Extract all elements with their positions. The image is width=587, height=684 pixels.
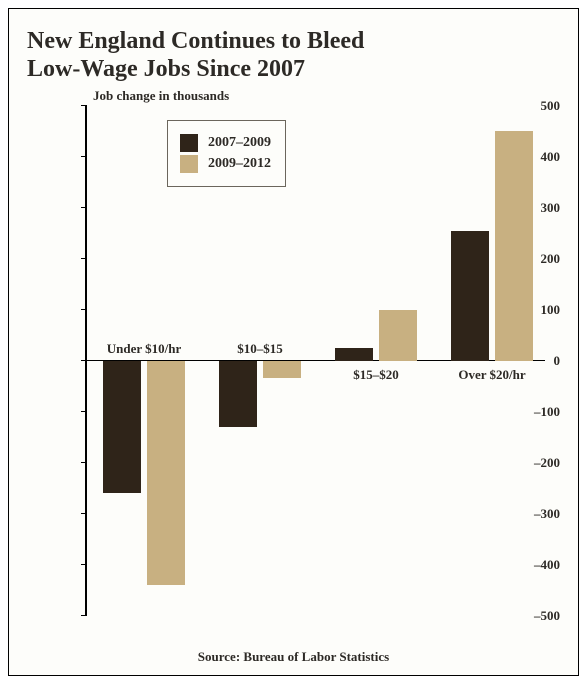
bar <box>103 361 141 494</box>
bar <box>495 131 533 361</box>
title-line-1: New England Continues to Bleed <box>27 28 364 54</box>
y-tick-label: –300 <box>508 506 560 522</box>
bar <box>147 361 185 585</box>
y-tick <box>81 564 87 566</box>
y-tick <box>81 105 87 107</box>
y-tick-label: –100 <box>508 404 560 420</box>
legend-swatch <box>180 134 198 152</box>
y-axis-label: Job change in thousands <box>93 88 229 104</box>
bar <box>219 361 257 427</box>
bar <box>335 348 373 361</box>
legend-item: 2009–2012 <box>180 155 271 173</box>
y-tick-label: –500 <box>508 608 560 624</box>
bar <box>263 361 301 379</box>
chart-area: Job change in thousands –500–400–300–200… <box>27 92 560 616</box>
category-label: $10–$15 <box>237 341 283 357</box>
chart-container: New England Continues to Bleed Low-Wage … <box>8 8 579 676</box>
y-tick <box>81 411 87 413</box>
y-tick <box>81 258 87 260</box>
y-tick-label: 500 <box>508 98 560 114</box>
y-tick <box>81 462 87 464</box>
y-tick-label: –400 <box>508 557 560 573</box>
chart-title: New England Continues to Bleed Low-Wage … <box>27 27 560 84</box>
bar <box>379 310 417 361</box>
category-label: $15–$20 <box>353 367 399 383</box>
bar <box>451 231 489 361</box>
y-tick <box>81 156 87 158</box>
category-label: Under $10/hr <box>107 341 182 357</box>
y-tick <box>81 513 87 515</box>
category-label: Over $20/hr <box>458 367 525 383</box>
legend: 2007–2009 2009–2012 <box>167 120 286 187</box>
y-tick-label: –200 <box>508 455 560 471</box>
source-text: Source: Bureau of Labor Statistics <box>9 649 578 665</box>
legend-label: 2007–2009 <box>208 135 271 151</box>
y-tick <box>81 615 87 617</box>
legend-label: 2009–2012 <box>208 156 271 172</box>
legend-swatch <box>180 155 198 173</box>
title-line-2: Low-Wage Jobs Since 2007 <box>27 56 305 82</box>
y-tick <box>81 207 87 209</box>
legend-item: 2007–2009 <box>180 134 271 152</box>
y-tick <box>81 309 87 311</box>
